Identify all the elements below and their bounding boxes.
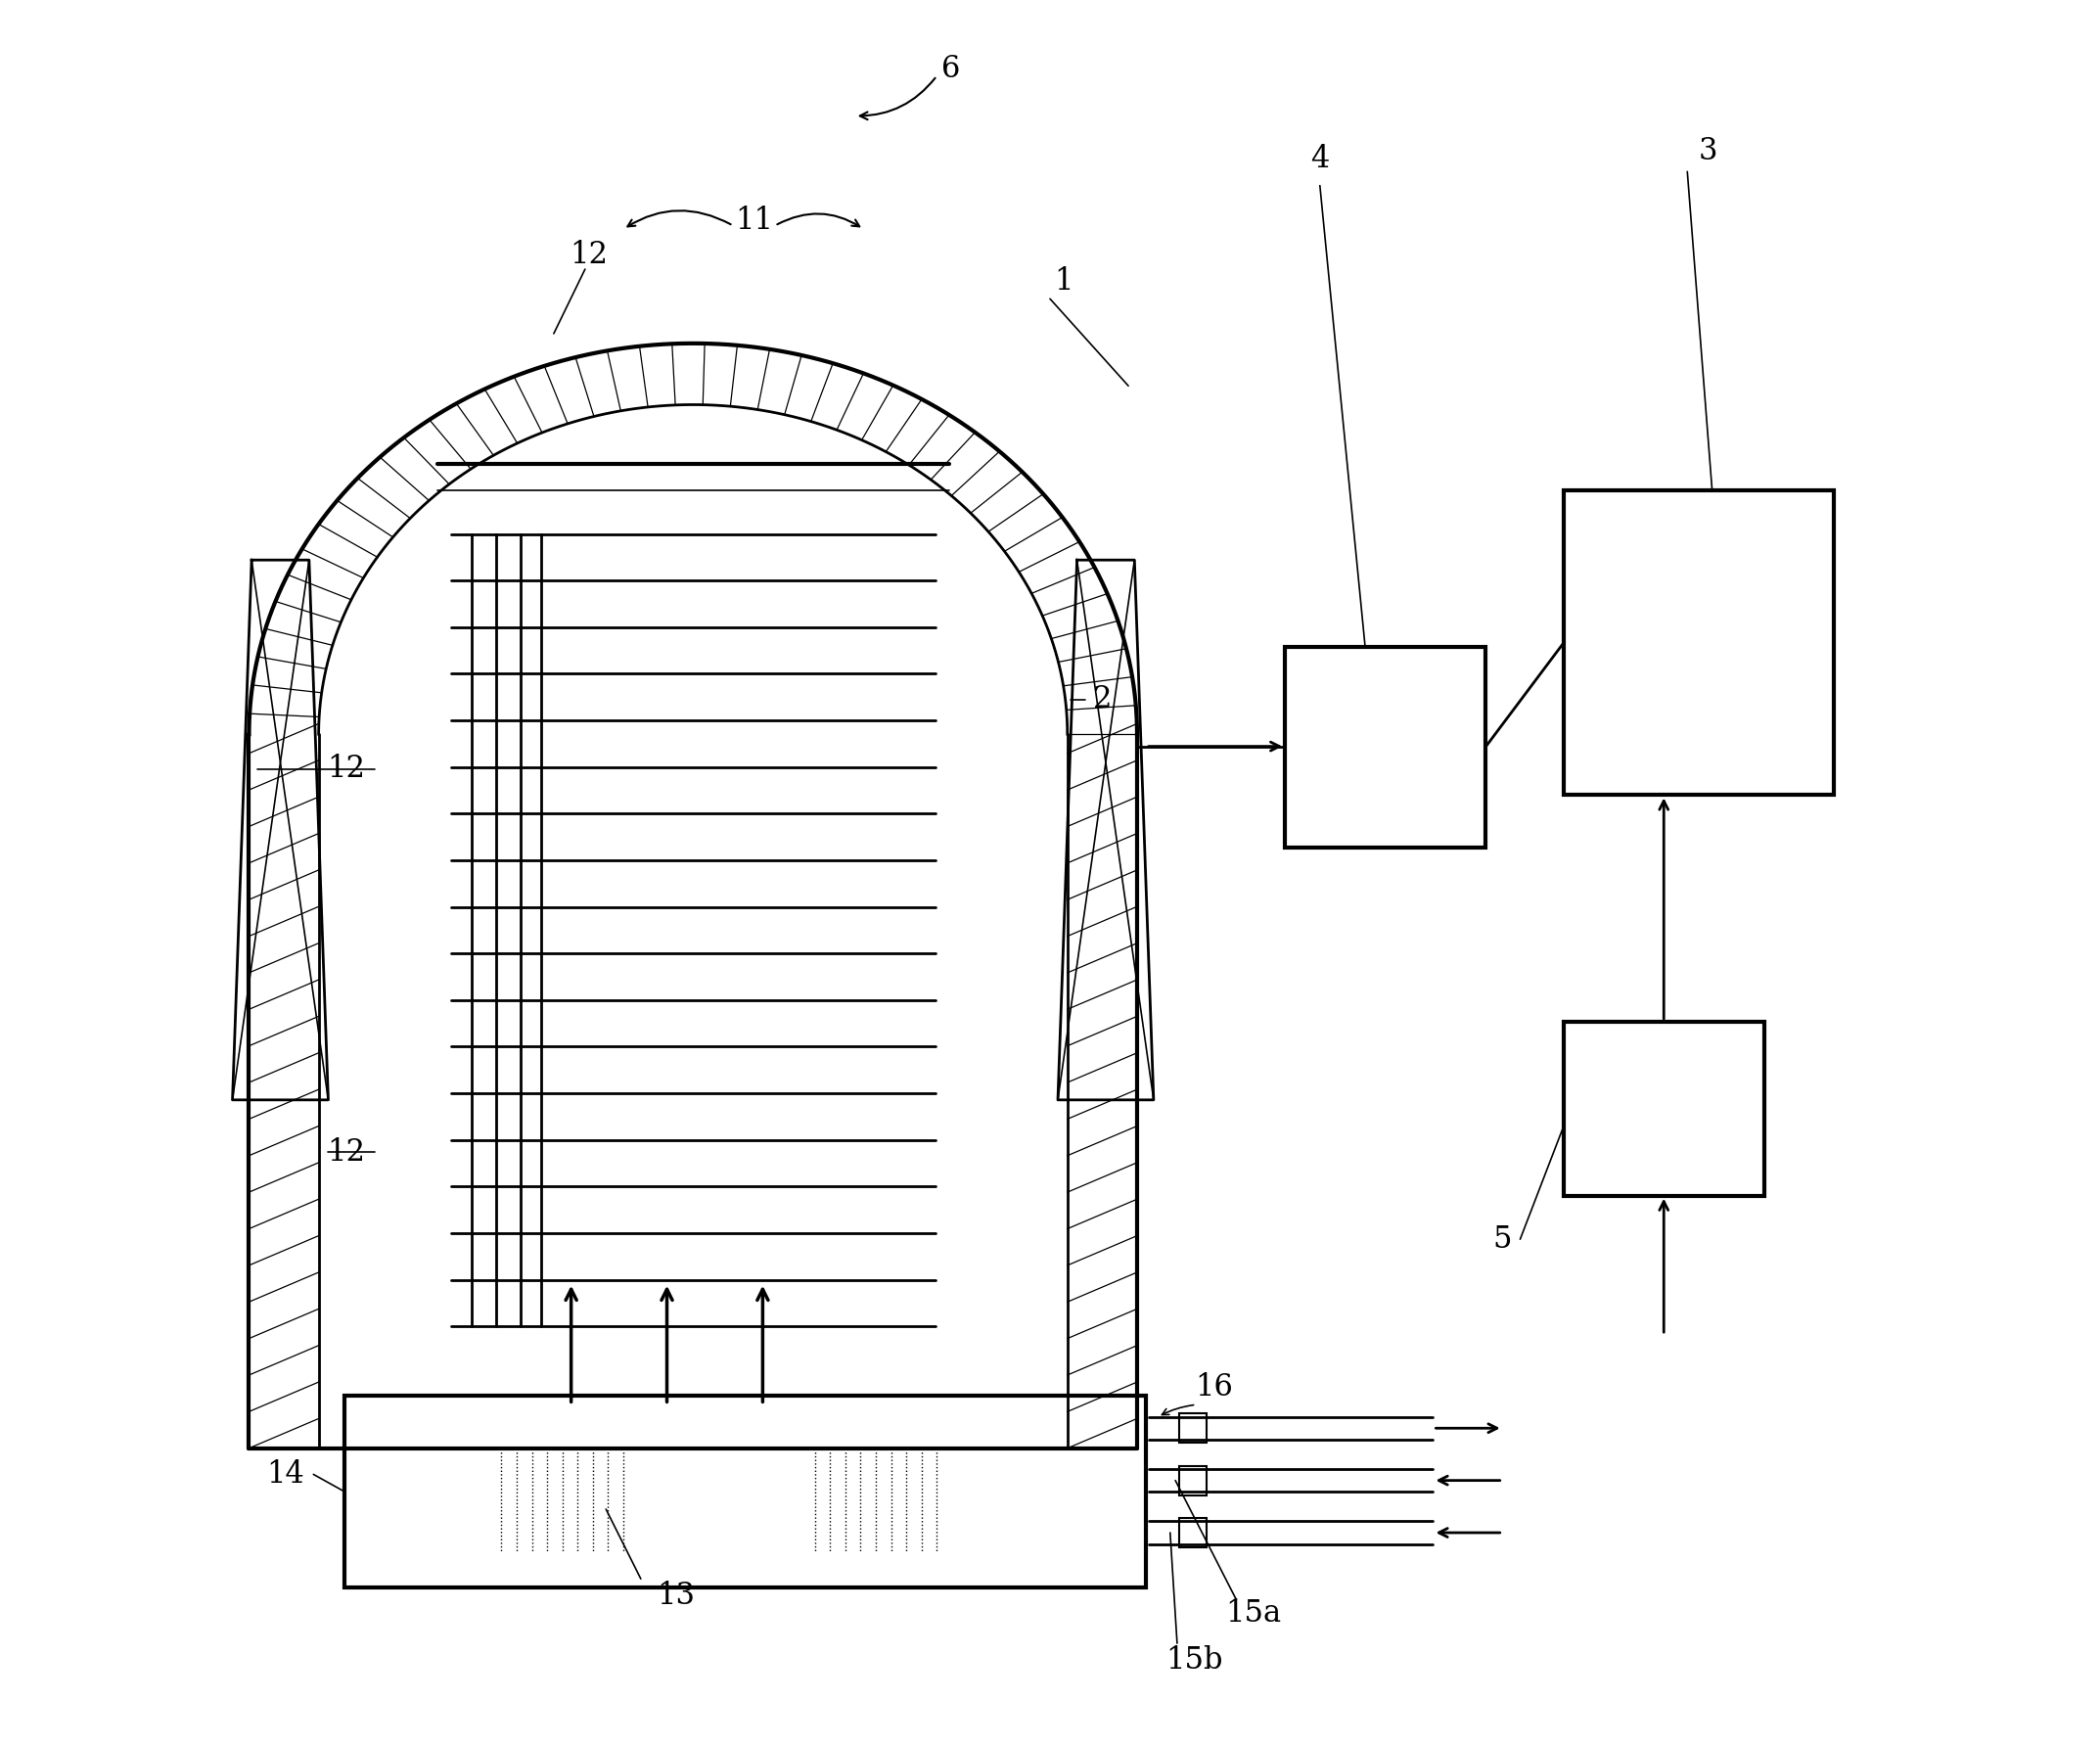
Text: 4: 4 (1310, 145, 1329, 175)
Bar (344, 1396, 1147, 1588)
Bar (1285, 646, 1485, 847)
Text: 13: 13 (657, 1581, 695, 1611)
Bar (1178, 1518, 1208, 1548)
Text: 12: 12 (328, 1137, 365, 1167)
Bar (1564, 491, 1833, 795)
Bar (1178, 1466, 1208, 1495)
Text: 5: 5 (1493, 1225, 1512, 1254)
Text: 15b: 15b (1166, 1646, 1222, 1675)
Text: 12: 12 (569, 239, 607, 271)
Text: 11: 11 (735, 204, 773, 236)
Text: 2: 2 (1092, 685, 1111, 715)
Text: 3: 3 (1699, 136, 1718, 166)
Text: 12: 12 (328, 755, 365, 784)
Text: 6: 6 (941, 54, 960, 84)
Text: 15a: 15a (1226, 1599, 1281, 1628)
Text: 16: 16 (1195, 1371, 1233, 1403)
Bar (1178, 1413, 1208, 1443)
Text: 14: 14 (267, 1459, 304, 1490)
Bar (1564, 1022, 1764, 1195)
Text: 1: 1 (1054, 266, 1073, 297)
